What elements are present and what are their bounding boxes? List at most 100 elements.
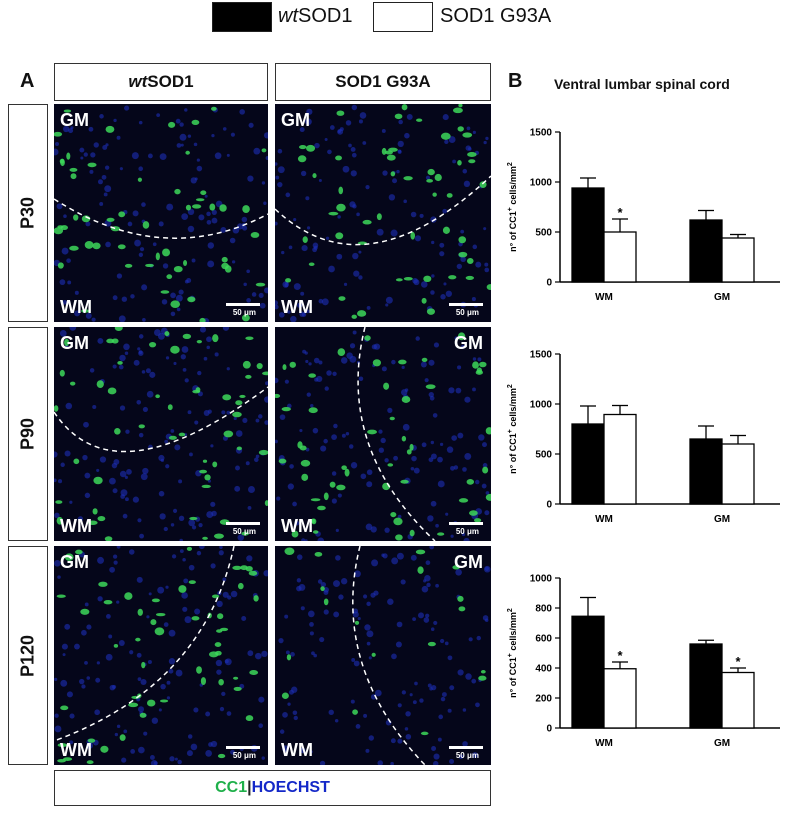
bar-gm-series-0 [689, 643, 723, 729]
legend-label-mutant: SOD1 G93A [440, 5, 552, 27]
scale-bar-label: 50 μm [232, 527, 256, 536]
row-header-p90: P90 [8, 327, 48, 541]
panel-b-letter: B [508, 70, 523, 92]
bar-wm-series-1 [603, 668, 637, 729]
scale-bar [449, 746, 483, 749]
bar-gm-series-1 [721, 237, 755, 283]
y-tick-label: 0 [546, 500, 552, 511]
y-tick-label: 1500 [530, 350, 553, 361]
bar-gm-series-0 [689, 438, 723, 505]
row-label-p30: P30 [17, 196, 38, 230]
significance-mark: * [617, 648, 623, 663]
bar-chart-p30: n° of CC1+ cells/mm2 0 500 1000 1500 * WM GM [507, 128, 780, 303]
stain-separator: | [247, 779, 252, 796]
micrograph-texture [275, 104, 491, 322]
scale-bar-label: 50 μm [232, 308, 256, 317]
gm-wm-boundary [357, 327, 436, 541]
x-tick-label-gm: GM [714, 738, 730, 749]
region-label-wm: WM [281, 740, 313, 760]
micrograph-p90-mutant: GM WM 50 μm [275, 327, 491, 541]
y-tick-label: 1000 [530, 400, 553, 411]
bar-chart-p120: n° of CC1+ cells/mm2 0 200 400 600 800 1000 * WM… [507, 574, 780, 749]
micrograph-p90-wt: GM WM 50 μm [54, 327, 268, 541]
col-header-mutant: SOD1 G93A [275, 63, 491, 101]
scale-bar-label: 50 μm [455, 751, 479, 760]
region-label-wm: WM [60, 516, 92, 536]
region-label-wm: WM [60, 740, 92, 760]
stain-cc1: CC1 [215, 779, 248, 796]
scale-bar-label: 50 μm [455, 308, 479, 317]
y-tick-label: 1000 [530, 574, 553, 585]
y-tick-label: 500 [535, 450, 552, 461]
scale-bar [226, 522, 260, 525]
x-tick-label-gm: GM [714, 292, 730, 303]
region-label-gm: GM [60, 333, 89, 353]
y-axis-label: n° of CC1+ cells/mm2 [507, 608, 518, 698]
legend-swatch-wt [212, 2, 272, 32]
bar-wm-series-1 [603, 231, 637, 283]
y-tick-label: 800 [535, 604, 552, 615]
bar-chart-p90: n° of CC1+ cells/mm2 0 500 1000 1500 WM GM [507, 350, 780, 525]
bar-wm-series-1 [603, 413, 637, 505]
x-tick-label-wm: WM [595, 292, 613, 303]
col-header-wt: wt SOD1 [54, 63, 268, 101]
region-label-gm: GM [60, 110, 89, 130]
gm-wm-boundary [352, 546, 426, 765]
gm-wm-boundary [275, 175, 491, 246]
legend-label-wt-prefix: wt [278, 5, 298, 27]
bar-gm-series-0 [689, 219, 723, 283]
y-tick-label: 1000 [530, 178, 553, 189]
scale-bar-label: 50 μm [455, 527, 479, 536]
region-label-gm: GM [281, 110, 310, 130]
y-tick-label: 0 [546, 724, 552, 735]
micrograph-texture [54, 327, 268, 541]
region-label-wm: WM [281, 297, 313, 317]
micrograph-p30-wt: GM WM 50 μm [54, 104, 268, 322]
bar-wm-series-0 [571, 187, 605, 283]
micrograph-p120-mutant: GM WM 50 μm [275, 546, 491, 765]
y-tick-label: 0 [546, 278, 552, 289]
scale-bar [449, 303, 483, 306]
y-axis-label: n° of CC1+ cells/mm2 [507, 162, 518, 252]
micrograph-texture [278, 546, 491, 765]
x-tick-label-wm: WM [595, 514, 613, 525]
gm-wm-boundary [54, 198, 268, 239]
micrograph-texture [54, 546, 268, 765]
region-label-gm: GM [60, 552, 89, 572]
y-tick-label: 400 [535, 664, 552, 675]
micrograph-p30-mutant: GM WM 50 μm [275, 104, 491, 322]
scale-bar [226, 303, 260, 306]
y-tick-label: 1500 [530, 128, 553, 139]
bar-gm-series-1 [721, 671, 755, 729]
y-tick-label: 200 [535, 694, 552, 705]
scale-bar [226, 746, 260, 749]
x-tick-label-gm: GM [714, 514, 730, 525]
row-label-p120: P120 [17, 634, 38, 677]
region-label-gm: GM [454, 552, 483, 572]
y-tick-label: 600 [535, 634, 552, 645]
col-header-wt-suffix: SOD1 [147, 72, 194, 91]
region-label-wm: WM [60, 297, 92, 317]
region-label-wm: WM [281, 516, 313, 536]
micrograph-texture [275, 327, 491, 541]
bar-gm-series-1 [721, 443, 755, 505]
row-header-p30: P30 [8, 104, 48, 322]
scale-bar-label: 50 μm [232, 751, 256, 760]
gm-wm-boundary [54, 546, 235, 742]
col-header-wt-prefix: wt [128, 72, 148, 91]
row-header-p120: P120 [8, 546, 48, 765]
significance-mark: * [617, 205, 623, 220]
scale-bar [449, 522, 483, 525]
panel-a-letter: A [20, 70, 35, 92]
region-label-gm: GM [454, 333, 483, 353]
micrograph-texture [54, 105, 268, 322]
stain-caption: CC1 | HOECHST [54, 770, 491, 806]
legend-label-wt: wtSOD1 [278, 5, 352, 28]
gm-wm-boundary [54, 386, 268, 453]
bar-wm-series-0 [571, 423, 605, 505]
y-tick-label: 500 [535, 228, 552, 239]
row-label-p90: P90 [17, 417, 38, 451]
y-axis-label: n° of CC1+ cells/mm2 [507, 384, 518, 474]
stain-hoechst: HOECHST [251, 779, 330, 796]
legend-label-wt-suffix: SOD1 [298, 5, 353, 27]
